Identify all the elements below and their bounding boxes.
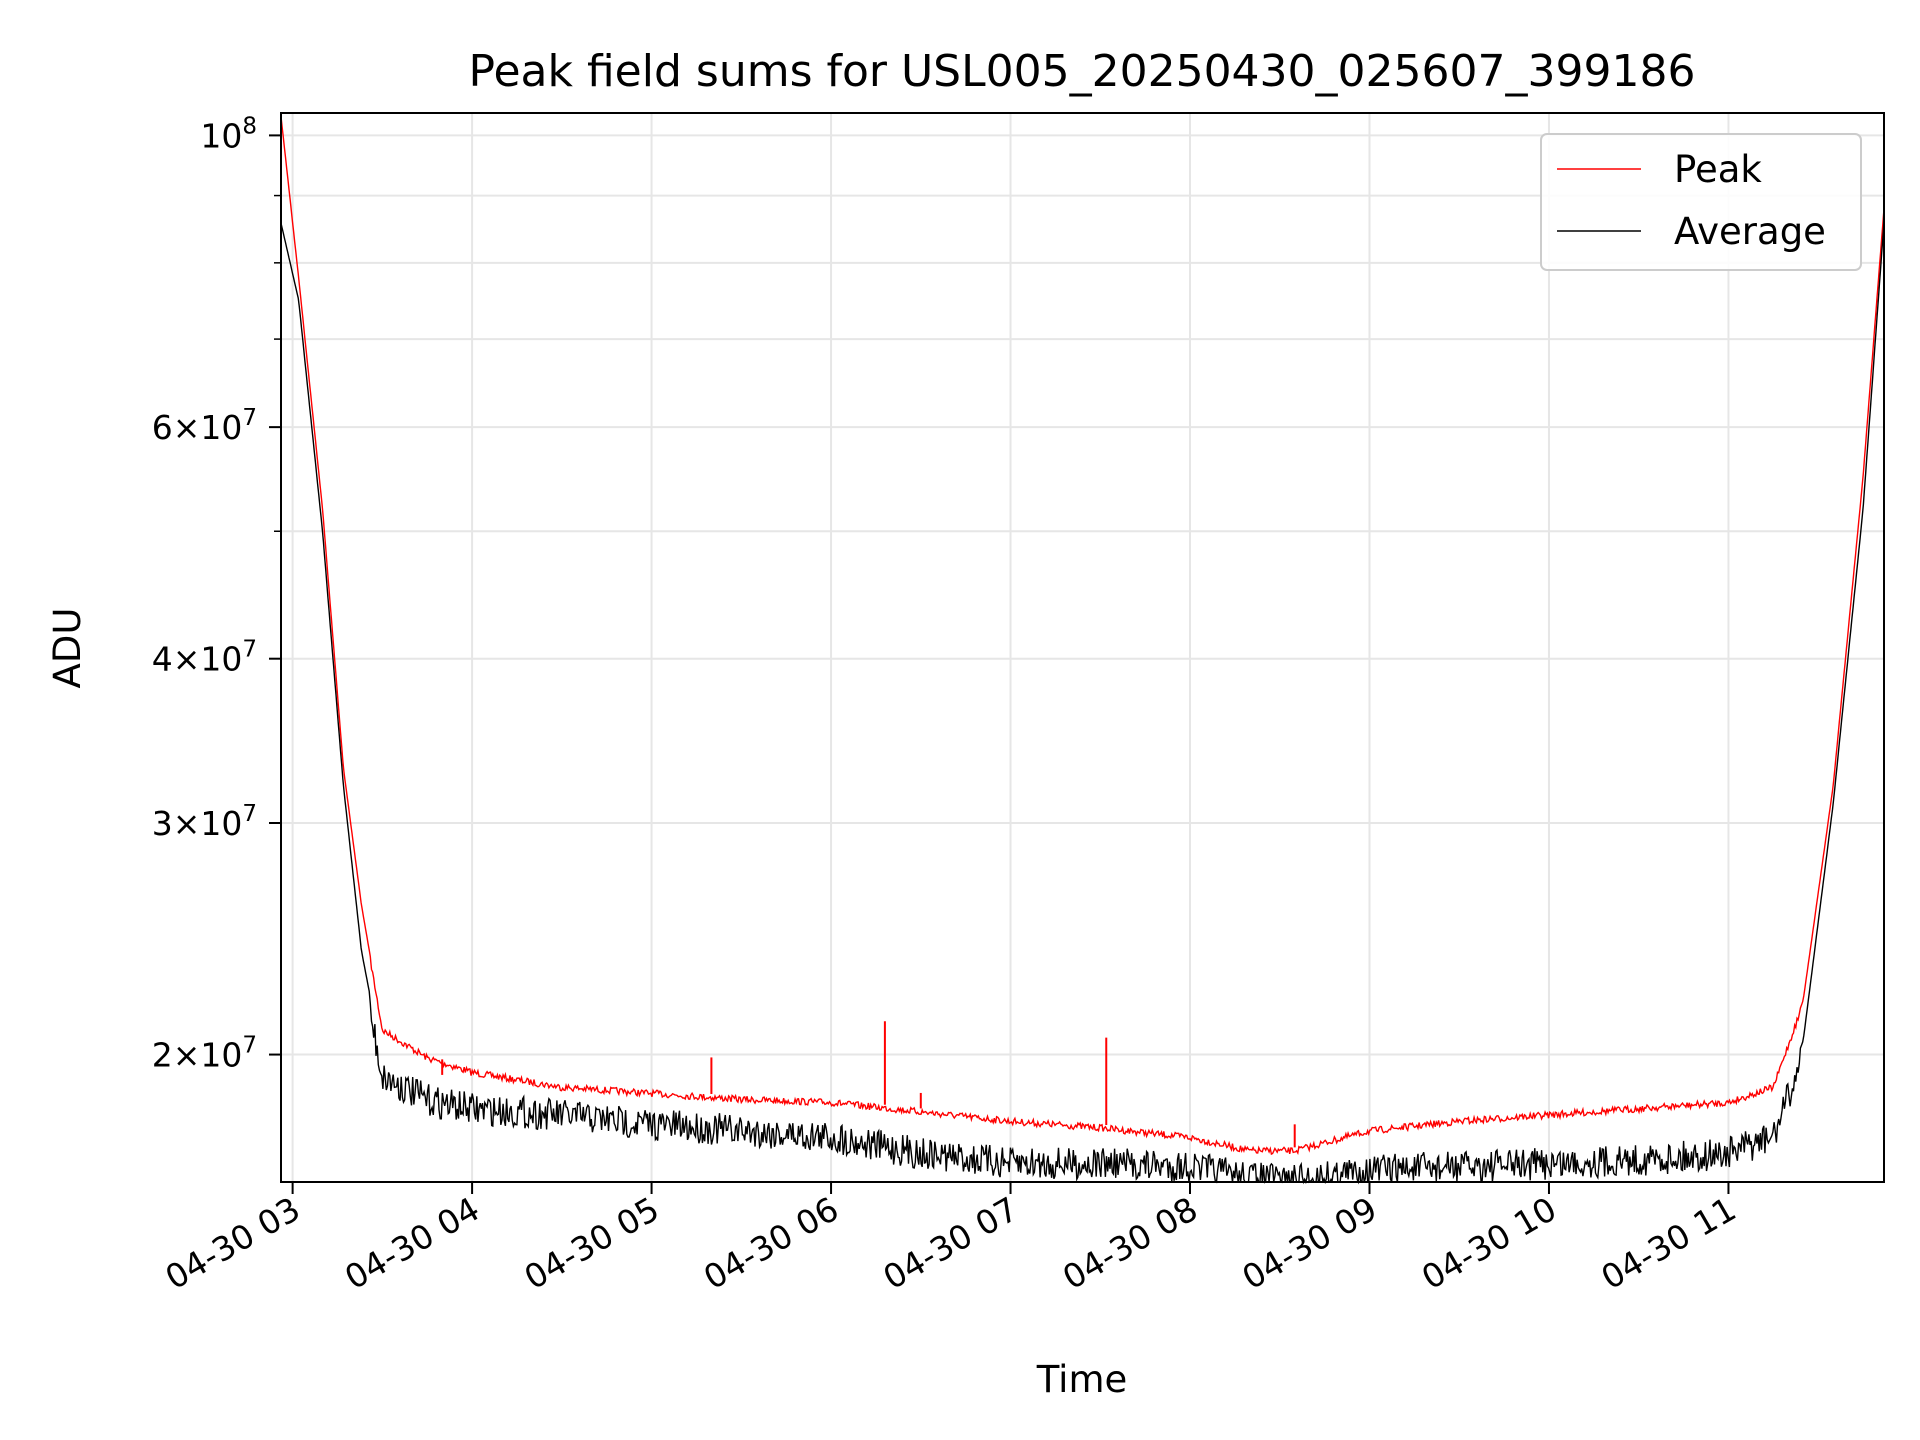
y-tick-label: 108 [200,113,257,155]
series-line-average [280,221,1885,1185]
y-tick-label: 4×107 [152,637,257,679]
legend-label-average: Average [1674,210,1826,253]
x-tick-label: 04-30 11 [1594,1189,1742,1297]
series-line-peak [280,116,1885,1156]
x-tick-label: 04-30 07 [877,1189,1025,1297]
x-tick-label: 04-30 08 [1056,1189,1204,1297]
x-tick-label: 04-30 03 [159,1189,307,1297]
plot-frame [280,112,1885,1183]
chart-title: Peak field sums for USL005_20250430_0256… [469,46,1696,97]
y-axis: 108 6×107 4×107 3×107 2×107 [152,113,281,1075]
series-layer [280,116,1885,1185]
legend-box [1540,133,1862,271]
x-tick-label: 04-30 09 [1235,1189,1383,1297]
grid-lines [281,113,1884,1182]
x-axis: 04-30 03 04-30 04 04-30 05 04-30 06 04-30 07… [159,1182,1742,1297]
y-tick-label: 3×107 [152,801,257,843]
x-axis-label: Time [1036,1358,1128,1401]
legend-label-peak: Peak [1674,148,1762,191]
x-tick-label: 04-30 05 [518,1189,666,1297]
legend: Peak Average [1540,133,1862,271]
y-tick-label: 2×107 [152,1033,257,1075]
y-axis-label: ADU [46,608,89,689]
x-tick-label: 04-30 06 [697,1189,845,1297]
x-tick-label: 04-30 10 [1415,1189,1563,1297]
y-tick-label: 6×107 [152,405,257,447]
x-tick-label: 04-30 04 [338,1189,486,1297]
